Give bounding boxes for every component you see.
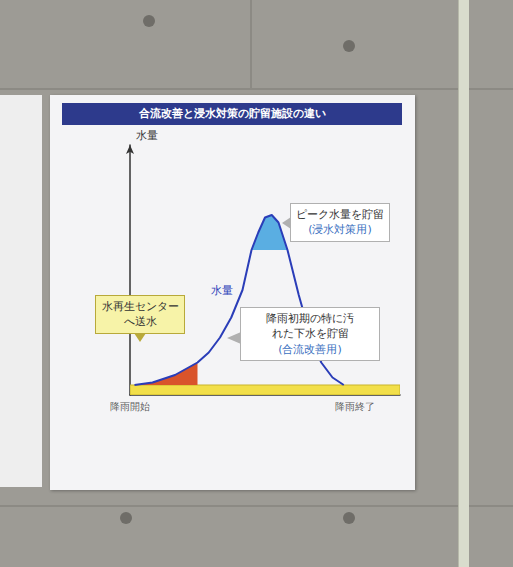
html-text:(合流改善用): (合流改善用) <box>278 342 342 356</box>
svg-text:降雨開始: 降雨開始 <box>110 401 150 412</box>
html-text:水再生センターへ送水: 水再生センターへ送水 <box>101 300 179 329</box>
svg-text:降雨終了: 降雨終了 <box>335 401 375 412</box>
svg-text:水量: 水量 <box>211 284 233 297</box>
html-text:降雨初期の特に汚れた下水を貯留: 降雨初期の特に汚れた下水を貯留 <box>266 312 354 341</box>
html-text:ピーク水量を貯留: ピーク水量を貯留 <box>296 208 384 221</box>
html-text:合流改善と浸水対策の貯留施設の違い: 合流改善と浸水対策の貯留施設の違い <box>138 107 326 120</box>
svg-text:水量: 水量 <box>136 129 158 142</box>
html-text:(浸水対策用): (浸水対策用) <box>308 223 372 237</box>
